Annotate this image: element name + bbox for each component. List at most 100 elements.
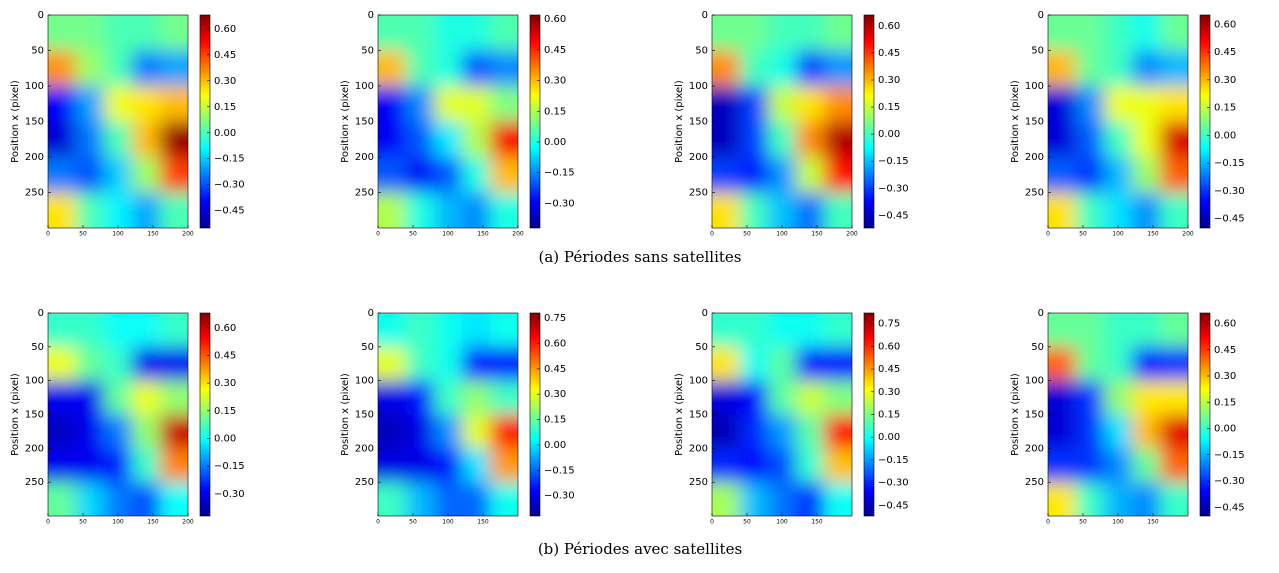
heatmap-cell (1048, 15, 1077, 51)
heatmap-cells (378, 15, 518, 228)
colorbar-tick-label: −0.15 (1214, 450, 1245, 461)
heatmap-cell (104, 121, 133, 158)
heatmap-cell (462, 157, 491, 193)
y-tick-label: 250 (355, 477, 374, 488)
heatmap-cell (434, 346, 463, 382)
y-tick-label: 0 (368, 10, 374, 21)
heatmap-cell (76, 414, 105, 449)
heatmap-cell (160, 50, 188, 87)
heatmap-cell (48, 482, 77, 516)
heatmap-cell (824, 157, 852, 193)
heatmap-cell (48, 414, 77, 449)
y-tick-label: 50 (695, 342, 708, 353)
x-tick-label: 150 (811, 231, 823, 238)
heatmap-cell (160, 414, 188, 449)
heatmap-cell (796, 192, 825, 228)
heatmap-cell (1076, 346, 1105, 382)
heatmap-cell (48, 50, 77, 87)
heatmap-cell (1160, 346, 1188, 382)
heatmap-cell (48, 448, 77, 483)
heatmap-cell (768, 86, 797, 122)
y-tick-label: 100 (1025, 81, 1044, 92)
heatmap-cell (1076, 86, 1105, 122)
heatmap-cell (462, 380, 491, 415)
heatmap-cell (740, 346, 769, 382)
y-tick-label: 200 (355, 152, 374, 163)
heatmap (1048, 313, 1188, 516)
x-tick-label: 0 (710, 231, 714, 238)
heatmap-cell (378, 15, 407, 51)
heatmap-cell (76, 313, 105, 348)
heatmap-cell (1104, 414, 1133, 449)
x-tick-label: 50 (1079, 231, 1087, 238)
heatmap-cell (104, 192, 133, 228)
y-tick-label: 0 (38, 10, 44, 21)
x-tick-label: 50 (79, 519, 87, 526)
heatmap-cell (1104, 448, 1133, 483)
y-axis-label: Position x (pixel) (1010, 80, 1021, 163)
heatmap-cell (1132, 380, 1161, 415)
heatmap-cell (1160, 313, 1188, 348)
heatmap-cell (768, 448, 797, 483)
heatmap-cell (406, 15, 435, 51)
heatmap-cell (76, 86, 105, 122)
y-tick-label: 150 (1025, 410, 1044, 421)
heatmap-cells (1048, 15, 1188, 228)
heatmap-cell (462, 192, 491, 228)
y-axis-label: Position x (pixel) (10, 80, 21, 163)
y-tick-label: 200 (25, 152, 44, 163)
heatmap-cell (434, 15, 463, 51)
heatmap-cell (160, 86, 188, 122)
heatmap-cell (824, 380, 852, 415)
colorbar-tick-label: −0.45 (1214, 214, 1245, 225)
heatmap-cell (1104, 15, 1133, 51)
y-tick-label: 100 (1025, 376, 1044, 387)
y-tick-label: 0 (38, 308, 44, 319)
x-tick-label: 0 (1046, 231, 1050, 238)
heatmap-cell (434, 50, 463, 87)
heatmap-cell (490, 346, 518, 382)
heatmap-cell (712, 482, 741, 516)
y-tick-label: 50 (31, 342, 44, 353)
x-tick-label: 0 (710, 519, 714, 526)
colorbar-tick-label: 0.45 (1214, 47, 1236, 58)
y-axis-label: Position x (pixel) (1010, 373, 1021, 456)
heatmap-cell (160, 346, 188, 382)
heatmap-cell (462, 448, 491, 483)
heatmap-cell (1104, 121, 1133, 158)
heatmap-cell (76, 192, 105, 228)
heatmap-cell (406, 380, 435, 415)
heatmap-cell (1076, 414, 1105, 449)
heatmap-cell (462, 121, 491, 158)
x-tick-label: 50 (743, 519, 751, 526)
heatmap-cell (378, 346, 407, 382)
x-tick-label: 50 (409, 519, 417, 526)
y-tick-label: 200 (1025, 443, 1044, 454)
heatmap-cell (132, 448, 161, 483)
heatmap-cell (796, 50, 825, 87)
heatmap-cell (48, 86, 77, 122)
heatmap-cell (434, 86, 463, 122)
heatmap-cell (1160, 414, 1188, 449)
colorbar-tick-label: −0.45 (1214, 502, 1245, 513)
y-tick-label: 200 (25, 443, 44, 454)
heatmap-cell (768, 192, 797, 228)
heatmap-cell (1132, 121, 1161, 158)
heatmap-cell (712, 380, 741, 415)
heatmap-cell (406, 448, 435, 483)
y-tick-label: 100 (25, 81, 44, 92)
heatmap-cell (462, 86, 491, 122)
y-tick-label: 50 (1031, 46, 1044, 57)
y-tick-label: 0 (368, 308, 374, 319)
colorbar-tick-label: 0.15 (878, 102, 900, 113)
x-tick-label: 200 (846, 231, 858, 238)
y-tick-label: 200 (355, 443, 374, 454)
colorbar-tick-label: 0.60 (544, 338, 566, 349)
heatmap-cell (740, 121, 769, 158)
heatmap-cell (796, 121, 825, 158)
y-tick-label: 250 (689, 477, 708, 488)
colorbar-tick-label: 0.00 (544, 137, 566, 148)
heatmap-cell (48, 380, 77, 415)
heatmap-cell (490, 448, 518, 483)
x-tick-label: 0 (46, 519, 50, 526)
